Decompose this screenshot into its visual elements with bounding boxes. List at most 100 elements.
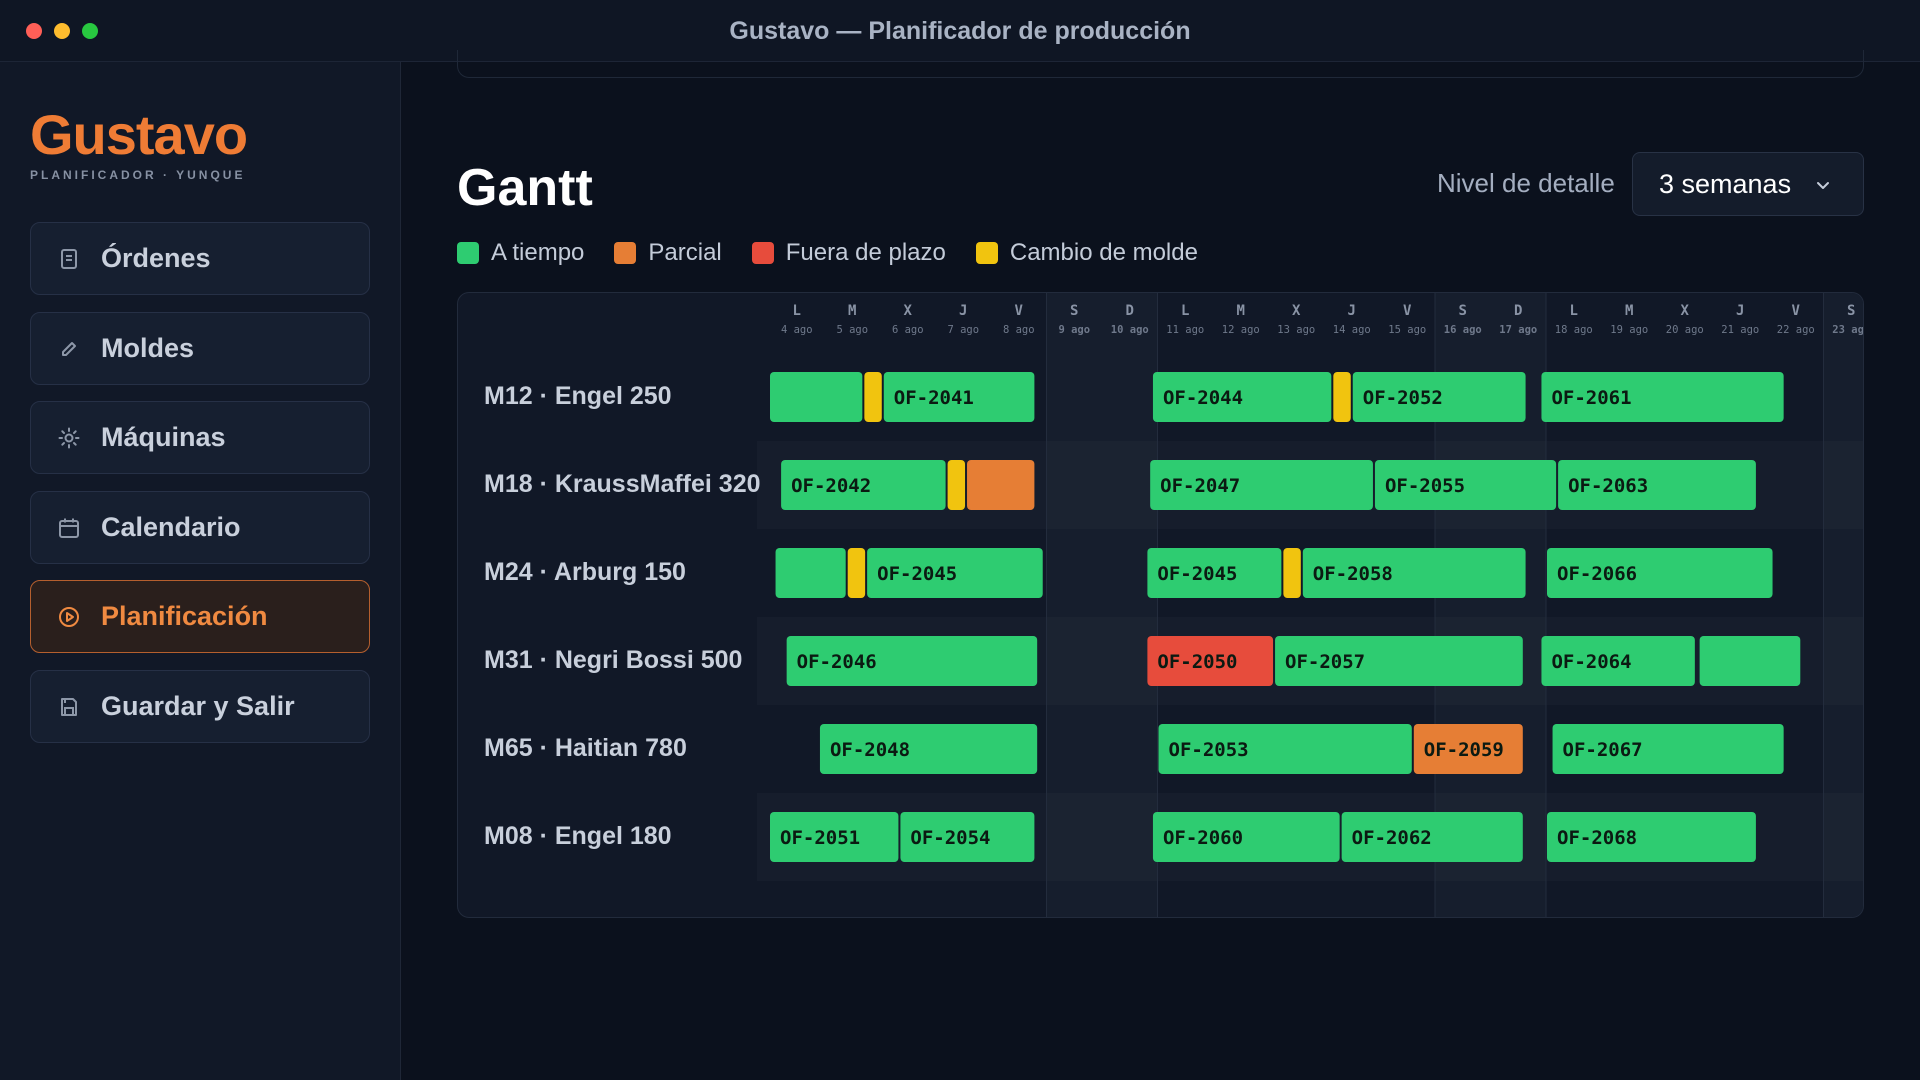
close-window-button[interactable] [26, 23, 42, 39]
gantt-bar-on-time[interactable] [1547, 812, 1756, 862]
gantt-bar-label: OF-2048 [830, 739, 910, 761]
day-date: 8 ago [1003, 324, 1035, 336]
day-letter: X [1292, 303, 1301, 319]
day-letter: S [1070, 303, 1078, 319]
previous-panel-edge [457, 50, 1864, 78]
gantt-bar-on-time[interactable] [1150, 460, 1373, 510]
day-date: 23 ago [1832, 324, 1864, 336]
gantt-bar-on-time[interactable] [1302, 548, 1526, 598]
gantt-bar-on-time[interactable] [900, 812, 1035, 862]
legend-label: Cambio de molde [1009, 239, 1198, 266]
gantt-bar-label: OF-2058 [1313, 563, 1393, 585]
gantt-bar-on-time[interactable] [883, 372, 1035, 422]
day-letter: S [1459, 303, 1467, 319]
machine-label: M31 · Negri Bossi 500 [484, 646, 743, 674]
day-letter: X [904, 303, 913, 319]
gantt-bar-on-time[interactable] [1352, 372, 1526, 422]
gantt-bar-on-time[interactable] [1152, 812, 1340, 862]
day-letter: V [1792, 303, 1801, 319]
save-icon [57, 695, 81, 719]
gantt-bar-on-time[interactable] [770, 812, 899, 862]
gantt-bar-label: OF-2059 [1424, 739, 1504, 761]
sidebar-item-guardar-salir[interactable]: Guardar y Salir [30, 670, 370, 743]
gantt-bar-mold-change[interactable] [847, 548, 866, 598]
day-date: 5 ago [836, 324, 868, 336]
day-date: 15 ago [1388, 324, 1426, 336]
gantt-bar-on-time[interactable] [770, 372, 863, 422]
legend-item-late: Fuera de plazo [751, 239, 946, 267]
gantt-bar-partial[interactable] [967, 460, 1035, 510]
gantt-bar-label: OF-2064 [1551, 651, 1631, 673]
day-letter: M [1625, 303, 1633, 319]
legend-swatch [975, 242, 998, 264]
gantt-bar-on-time[interactable] [1152, 372, 1332, 422]
sidebar-item-planificacion[interactable]: Planificación [30, 580, 370, 653]
sidebar-item-calendario[interactable]: Calendario [30, 491, 370, 564]
machine-label: M24 · Arburg 150 [484, 558, 686, 586]
sidebar-item-label: Órdenes [101, 243, 211, 273]
legend-label: Parcial [648, 239, 722, 266]
machine-label: M12 · Engel 250 [484, 382, 672, 410]
sidebar-item-label: Máquinas [101, 422, 226, 452]
day-letter: S [1847, 303, 1855, 319]
legend-item-mold-change: Cambio de molde [975, 239, 1198, 267]
gantt-bar-on-time[interactable] [867, 548, 1043, 598]
gantt-bar-mold-change[interactable] [1283, 548, 1301, 598]
sidebar-item-label: Planificación [101, 601, 268, 631]
gantt-bar-on-time[interactable] [1275, 636, 1523, 686]
gantt-bar-on-time[interactable] [1341, 812, 1523, 862]
gantt-bar-late[interactable] [1147, 636, 1274, 686]
day-date: 13 ago [1277, 324, 1315, 336]
gantt-bar-mold-change[interactable] [1333, 372, 1351, 422]
gantt-bar-label: OF-2054 [910, 827, 990, 849]
day-date: 14 ago [1333, 324, 1371, 336]
gantt-bar-label: OF-2052 [1363, 387, 1443, 409]
day-date: 21 ago [1721, 324, 1759, 336]
gantt-bar-on-time[interactable] [1374, 460, 1557, 510]
day-date: 9 ago [1058, 324, 1090, 336]
gantt-bar-mold-change[interactable] [864, 372, 882, 422]
gantt-bar-label: OF-2050 [1157, 651, 1237, 673]
gantt-bar-mold-change[interactable] [947, 460, 966, 510]
maximize-window-button[interactable] [82, 23, 98, 39]
detail-level-select[interactable]: 3 semanas [1632, 152, 1864, 216]
gantt-chart: L 4 ago M 5 ago X 6 ago J 7 ago V 8 ago S 9 ago D 10 … [457, 292, 1864, 918]
gantt-bar-label: OF-2042 [791, 475, 871, 497]
gantt-bar-on-time[interactable] [786, 636, 1038, 686]
gantt-bar-on-time[interactable] [1541, 636, 1695, 686]
gantt-bar-on-time[interactable] [1547, 548, 1773, 598]
gantt-legend: A tiempo Parcial Fuera de plazo Cambio d… [457, 238, 1228, 268]
gantt-bar-on-time[interactable] [819, 724, 1038, 774]
gantt-bar-on-time[interactable] [1147, 548, 1282, 598]
day-letter: J [959, 303, 967, 319]
gantt-bar-label: OF-2067 [1563, 739, 1643, 761]
legend-swatch [751, 242, 774, 264]
weekend-band [1046, 293, 1102, 917]
day-date: 7 ago [947, 324, 979, 336]
gantt-bar-partial[interactable] [1413, 724, 1523, 774]
gantt-canvas: L 4 ago M 5 ago X 6 ago J 7 ago V 8 ago S 9 ago D 10 … [770, 293, 1864, 917]
day-letter: M [848, 303, 856, 319]
gantt-bar-label: OF-2068 [1557, 827, 1637, 849]
legend-swatch [614, 242, 637, 264]
day-letter: V [1015, 303, 1024, 319]
gantt-bar-on-time[interactable] [1541, 372, 1784, 422]
gantt-bar-on-time[interactable] [1158, 724, 1412, 774]
gantt-bar-on-time[interactable] [1552, 724, 1784, 774]
chevron-down-icon [1815, 177, 1831, 193]
sidebar: Gustavo PLANIFICADOR · YUNQUE Órdenes Mo… [0, 62, 401, 1080]
gantt-bar-on-time[interactable] [775, 548, 846, 598]
legend-item-on-time: A tiempo [457, 239, 584, 267]
sidebar-item-moldes[interactable]: Moldes [30, 312, 370, 385]
minimize-window-button[interactable] [54, 23, 70, 39]
gantt-bar-on-time[interactable] [781, 460, 946, 510]
gantt-bar-on-time[interactable] [1699, 636, 1801, 686]
day-date: 18 ago [1555, 324, 1593, 336]
gantt-bar-label: OF-2047 [1160, 475, 1240, 497]
calendar-icon [57, 516, 81, 540]
gantt-bar-on-time[interactable] [1558, 460, 1756, 510]
day-letter: L [793, 303, 801, 319]
sidebar-item-ordenes[interactable]: Órdenes [30, 222, 370, 295]
sidebar-item-maquinas[interactable]: Máquinas [30, 401, 370, 474]
gantt-bar-label: OF-2045 [1157, 563, 1237, 585]
